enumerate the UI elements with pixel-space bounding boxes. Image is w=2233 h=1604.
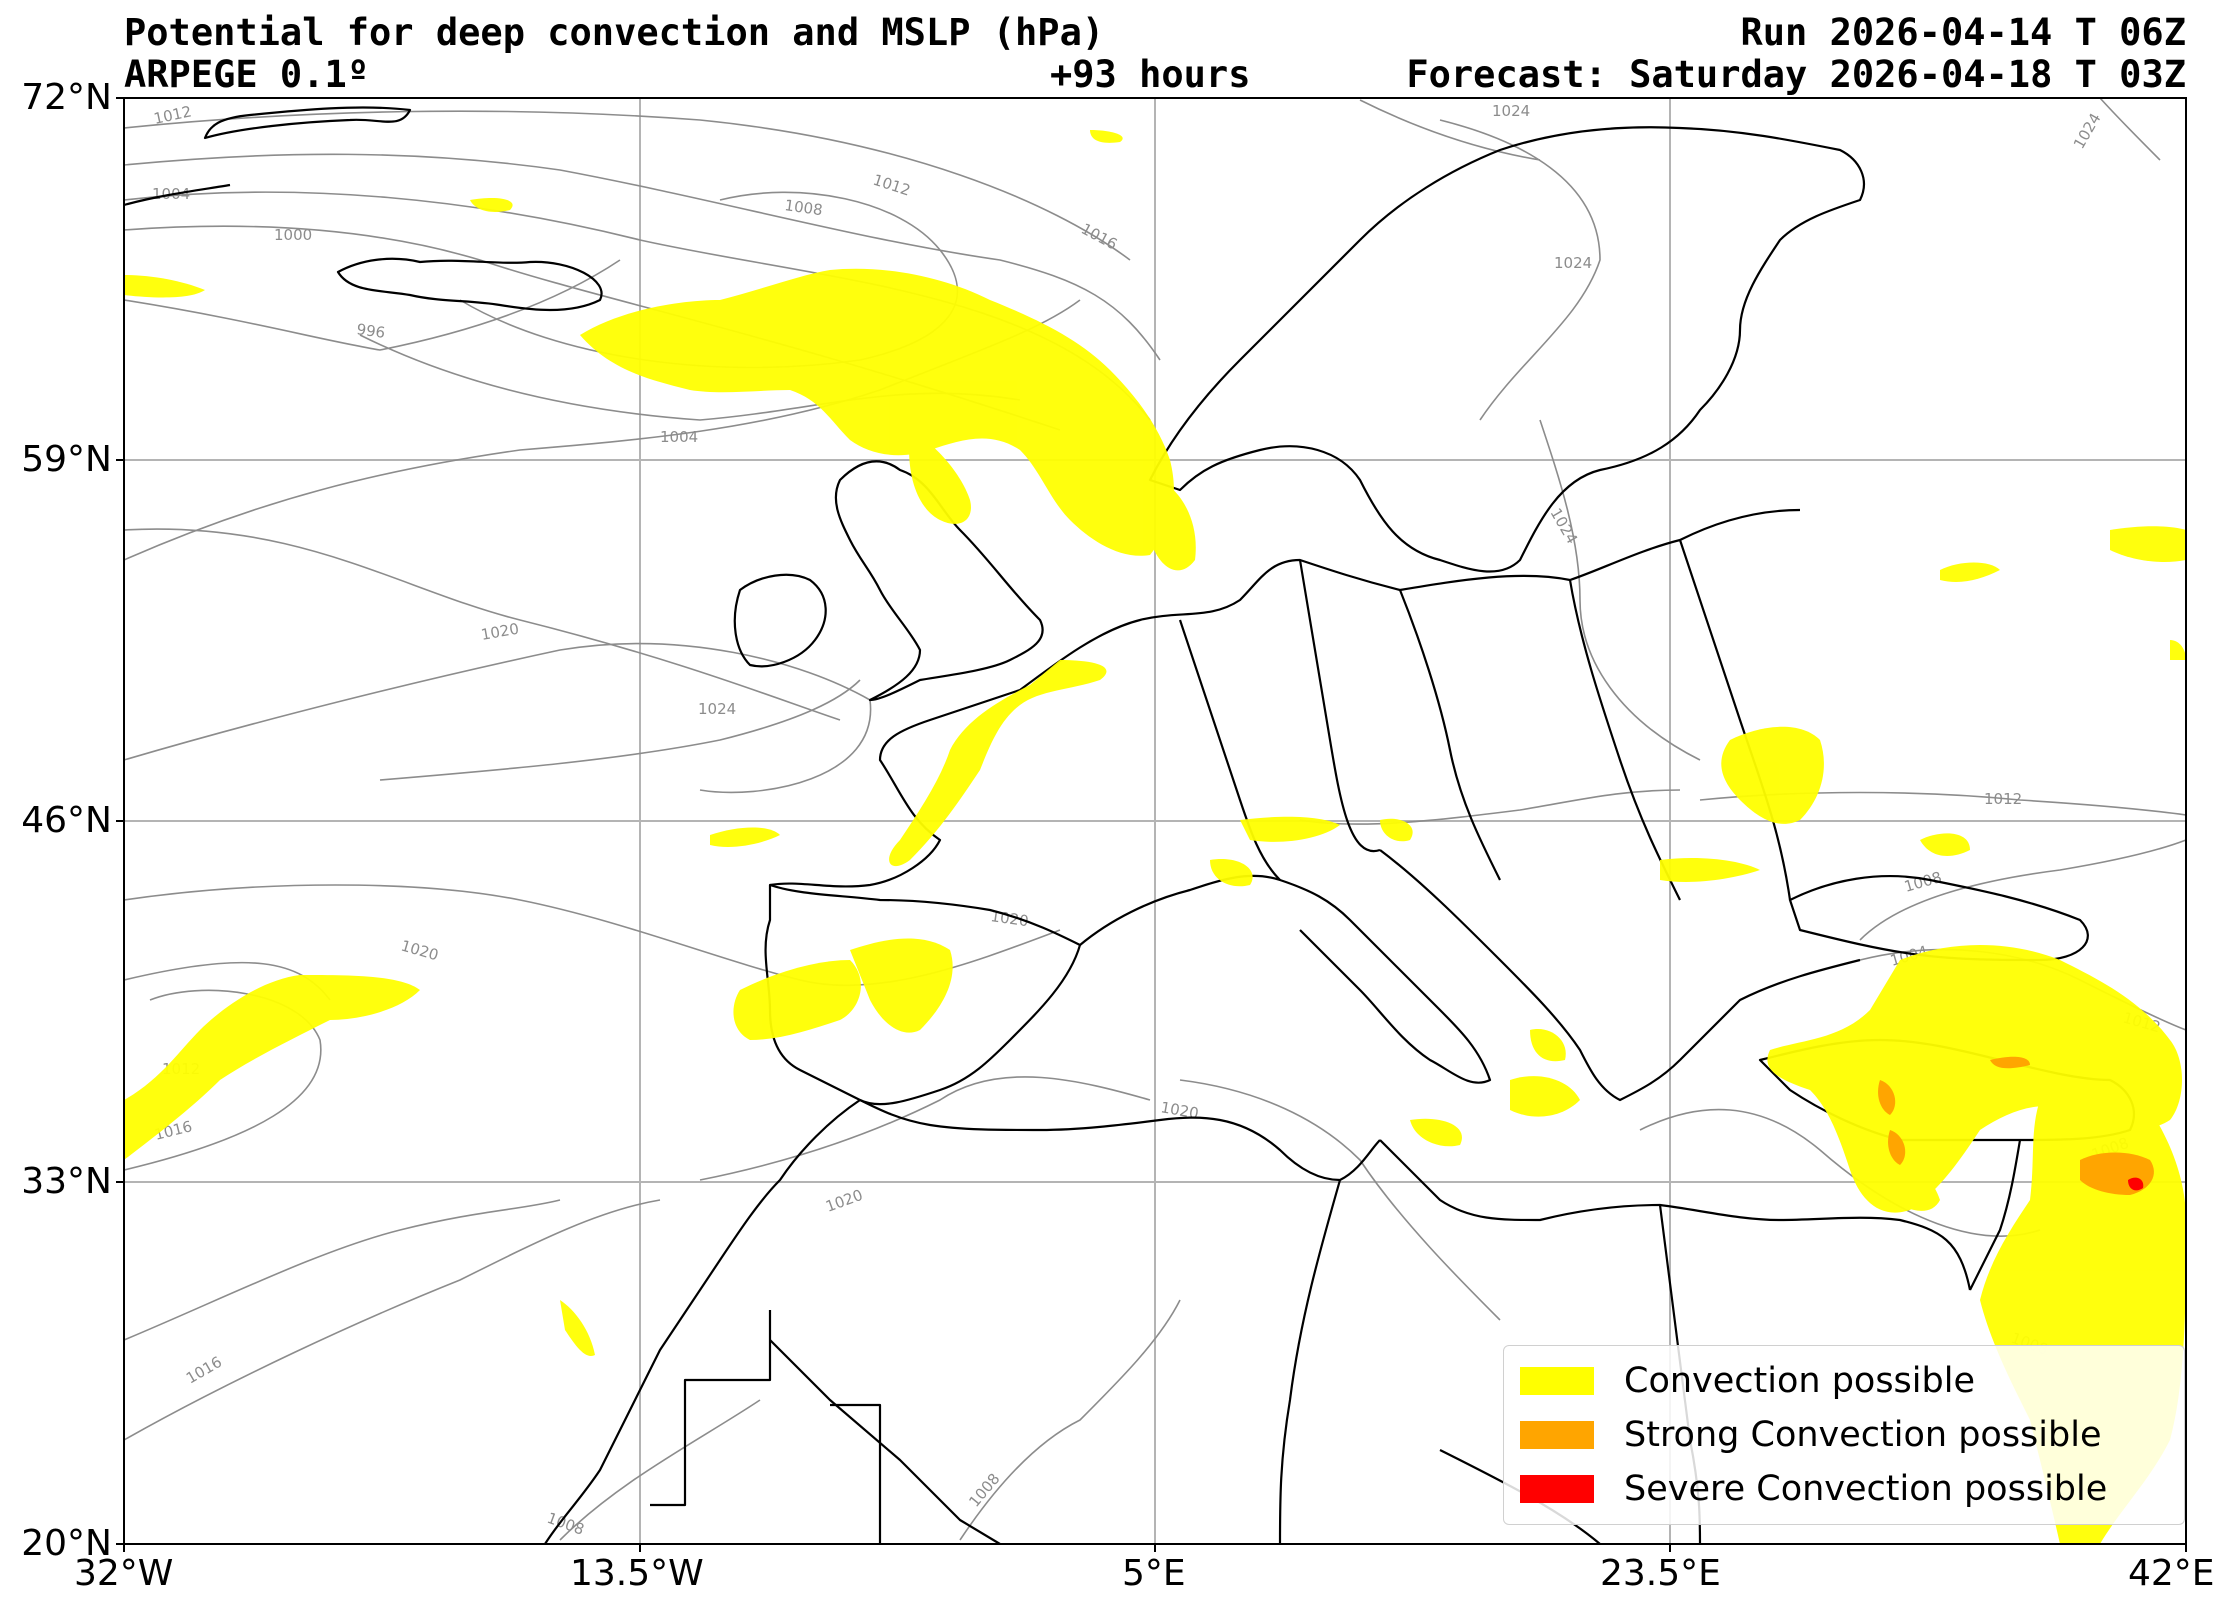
lat-tick-label: 72°N (21, 77, 112, 118)
isobar-label: 1024 (698, 700, 736, 718)
legend: Convection possible Strong Convection po… (1503, 1345, 2185, 1525)
isobar-label: 1004 (660, 428, 698, 446)
legend-label: Severe Convection possible (1624, 1469, 2108, 1509)
isobar-label: 1012 (1984, 790, 2022, 808)
lat-tick-label: 46°N (21, 800, 112, 841)
isobar-label: 1000 (274, 226, 312, 244)
lon-tick-label: 32°W (74, 1553, 174, 1594)
legend-swatch-red (1520, 1475, 1594, 1503)
lat-tick-label: 59°N (21, 439, 112, 480)
legend-item-severe: Severe Convection possible (1520, 1466, 2107, 1512)
lon-tick-label: 42°E (2128, 1553, 2215, 1594)
isobar-label: 1008 (783, 196, 823, 219)
legend-swatch-yellow (1520, 1367, 1594, 1395)
chart-title: Potential for deep convection and MSLP (… (124, 11, 1105, 54)
legend-item-strong: Strong Convection possible (1520, 1412, 2102, 1458)
gridlines (124, 98, 2186, 1544)
lat-tick-label: 33°N (21, 1161, 112, 1202)
tick-marks (116, 97, 2187, 1552)
forecast-label: Forecast: Saturday 2026-04-18 T 03Z (1406, 53, 2186, 96)
lat-tick-label: 20°N (21, 1523, 112, 1564)
severe-convection-areas (2128, 1177, 2144, 1191)
isobar-label: 1024 (1492, 102, 1530, 120)
legend-swatch-orange (1520, 1421, 1594, 1449)
isobars (123, 97, 2187, 1541)
isobar-label: 1024 (1554, 254, 1592, 272)
model-label: ARPEGE 0.1º (124, 53, 370, 96)
legend-item-convection: Convection possible (1520, 1358, 1975, 1404)
lead-time-label: +93 hours (1050, 53, 1251, 96)
legend-label: Strong Convection possible (1624, 1415, 2102, 1455)
lon-tick-label: 5°E (1122, 1553, 1186, 1594)
lon-tick-label: 13.5°W (570, 1553, 704, 1594)
lon-tick-label: 23.5°E (1600, 1553, 1721, 1594)
isobar-label: 996 (355, 320, 386, 342)
run-label: Run 2026-04-14 T 06Z (1740, 11, 2186, 54)
legend-label: Convection possible (1624, 1361, 1975, 1401)
